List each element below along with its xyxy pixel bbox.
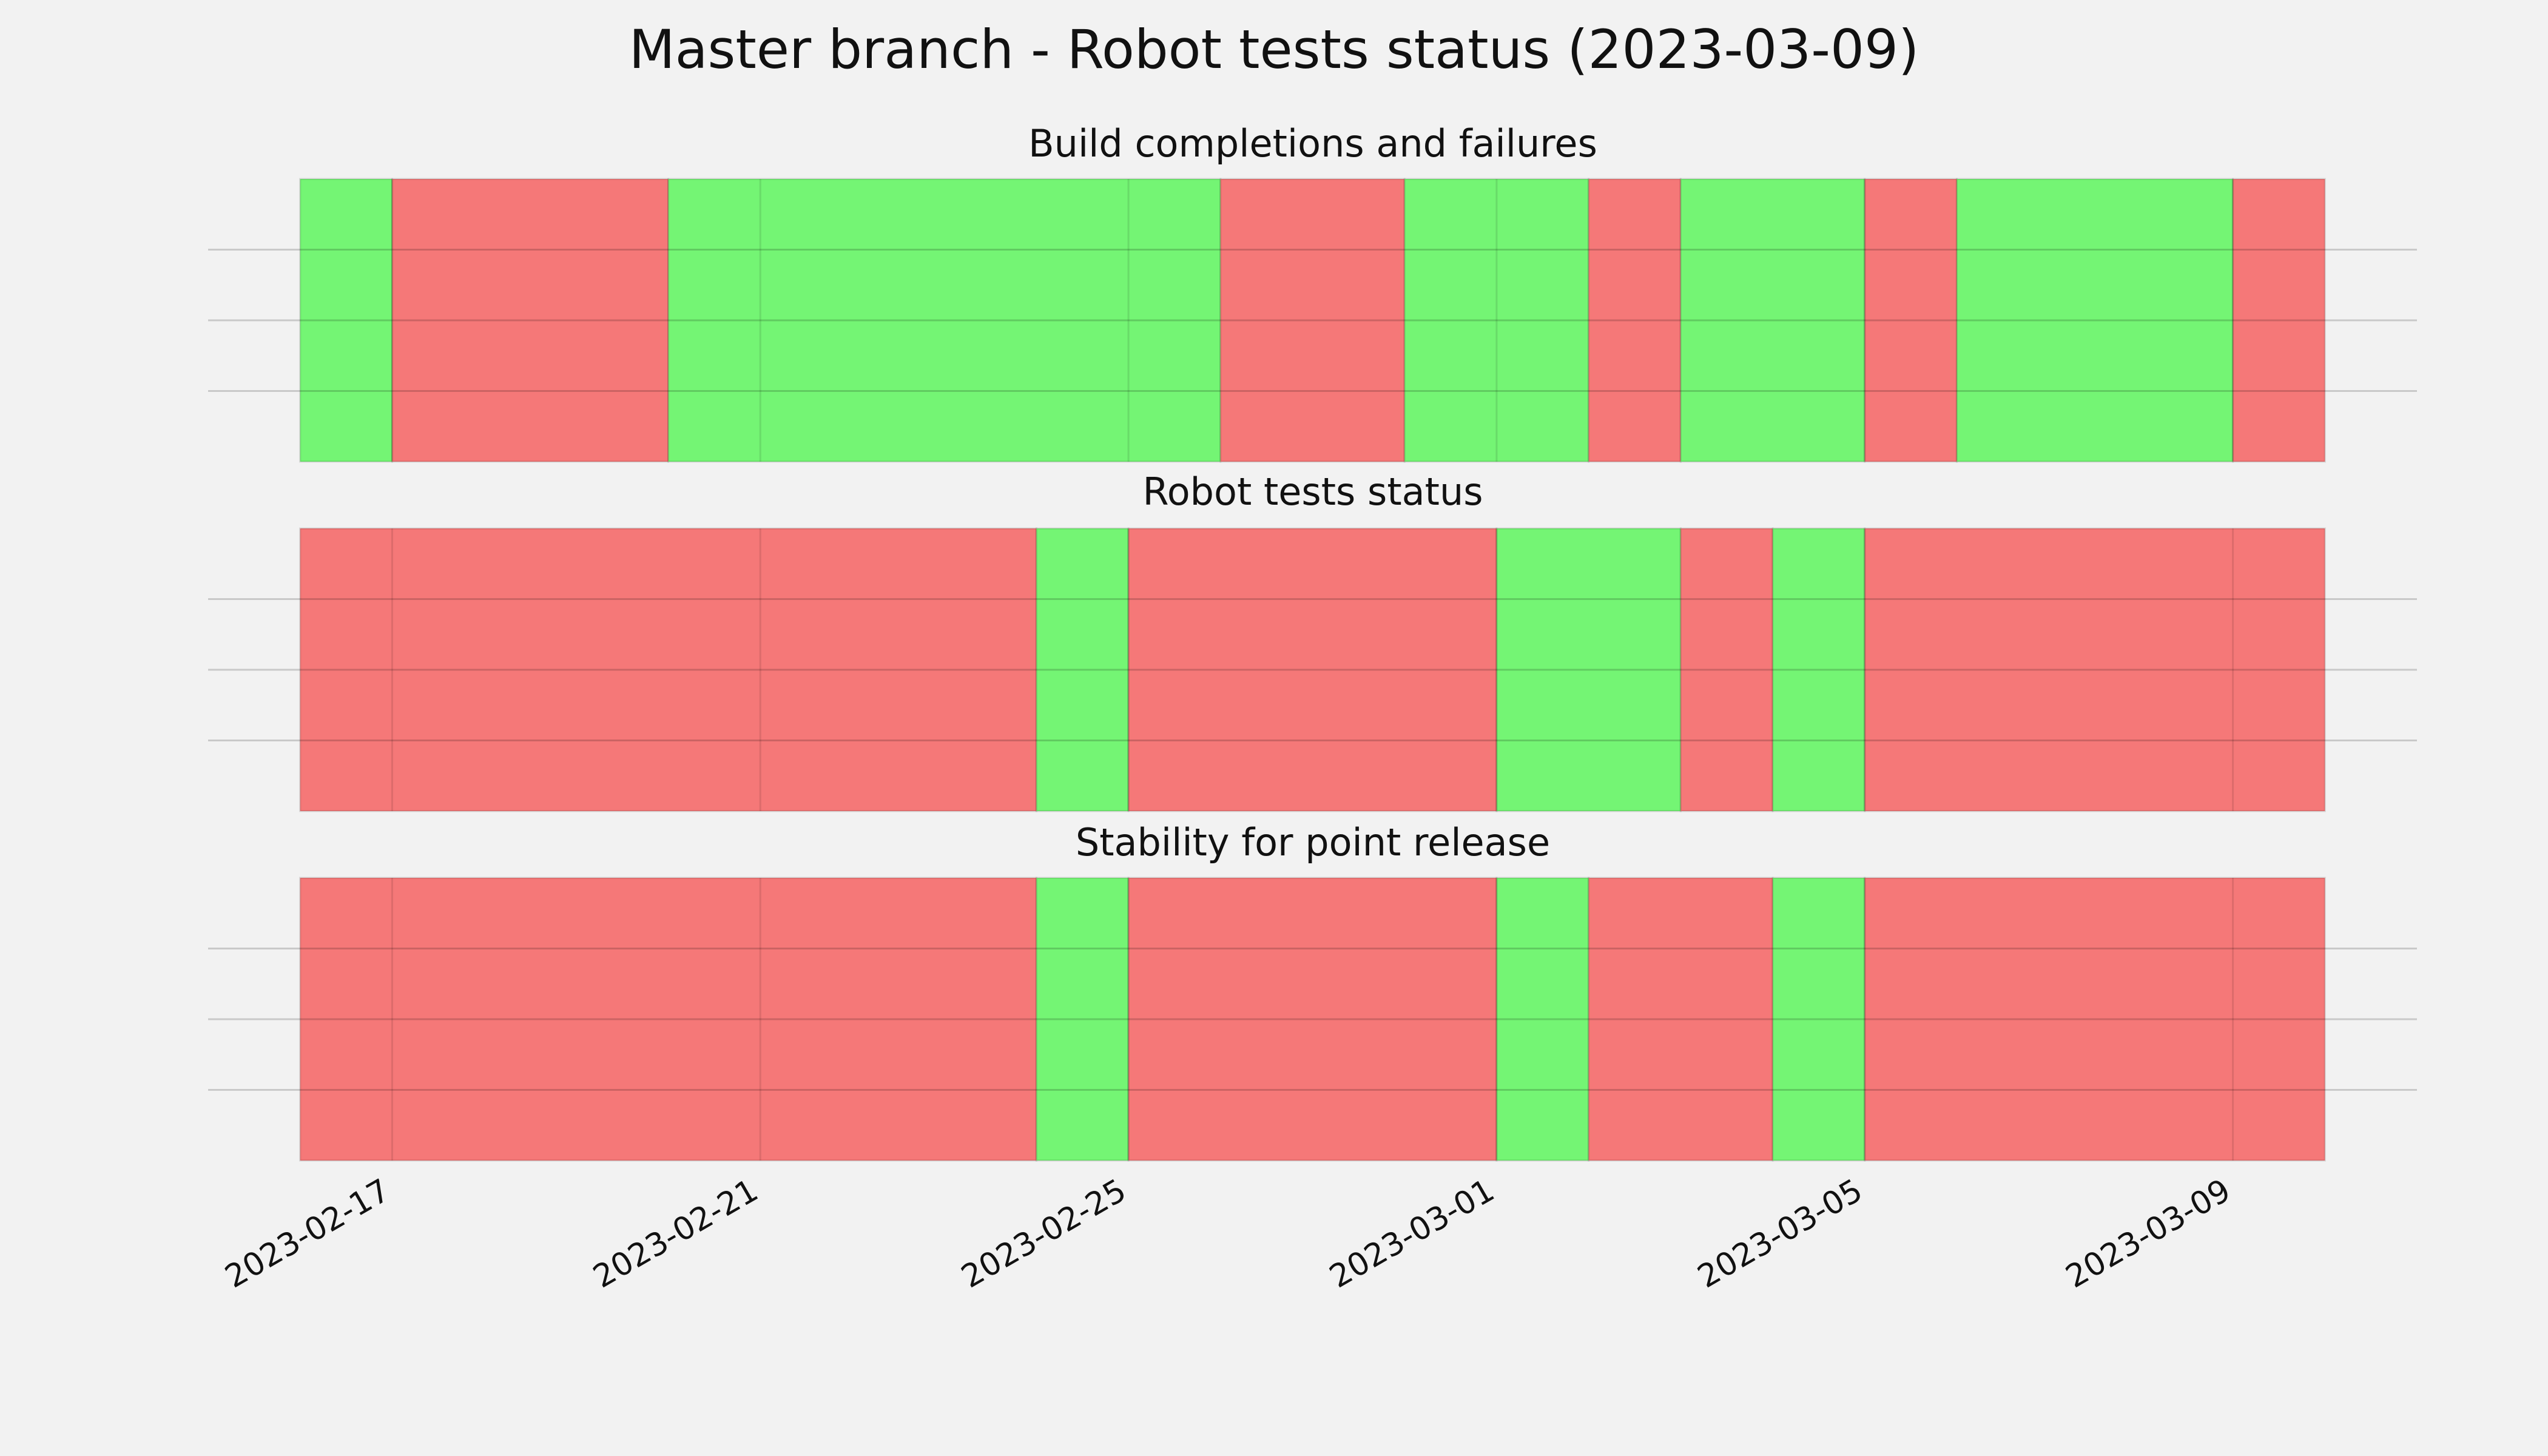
status-span (1495, 877, 1590, 1162)
status-span (1771, 527, 1866, 812)
status-span (299, 527, 1037, 812)
status-span (299, 877, 1037, 1162)
status-span (1588, 877, 1774, 1162)
status-span (1219, 178, 1406, 463)
panel-title: Build completions and failures (1028, 121, 1597, 166)
status-span (299, 178, 393, 463)
status-span (391, 178, 670, 463)
status-span (1588, 178, 1682, 463)
status-span (1864, 178, 1958, 463)
status-span (1955, 178, 2234, 463)
status-span (1771, 877, 1866, 1162)
panel-title: Robot tests status (1142, 470, 1483, 514)
panel-title: Stability for point release (1076, 820, 1550, 864)
status-span (1035, 527, 1130, 812)
status-span (1864, 527, 2326, 812)
status-span (1127, 877, 1498, 1162)
chart-title: Master branch - Robot tests status (2023… (629, 18, 1919, 81)
status-span (1864, 877, 2326, 1162)
status-span (1127, 527, 1498, 812)
status-span (1679, 527, 1774, 812)
status-span (1495, 527, 1682, 812)
status-span (667, 178, 1222, 463)
status-span (1679, 178, 1866, 463)
status-span (1035, 877, 1130, 1162)
status-span (2232, 178, 2326, 463)
status-span (1403, 178, 1590, 463)
